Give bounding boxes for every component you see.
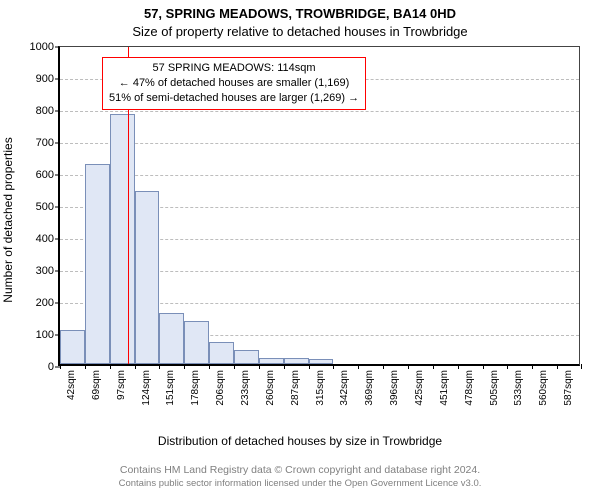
x-tick-label: 206sqm bbox=[215, 370, 226, 406]
y-tick-label: 1000 bbox=[30, 41, 54, 53]
y-tick-label: 300 bbox=[36, 265, 54, 277]
y-tick-mark bbox=[55, 143, 60, 144]
histogram-bar bbox=[135, 191, 160, 364]
histogram-bar bbox=[209, 342, 234, 364]
y-tick-label: 100 bbox=[36, 329, 54, 341]
x-tick-label: 178sqm bbox=[190, 370, 201, 406]
x-tick-label: 233sqm bbox=[240, 370, 251, 406]
x-tick-label: 287sqm bbox=[290, 370, 301, 406]
x-tick-mark bbox=[483, 364, 484, 369]
x-tick-label: 505sqm bbox=[489, 370, 500, 406]
x-tick-mark bbox=[259, 364, 260, 369]
y-tick-label: 600 bbox=[36, 169, 54, 181]
x-axis-label: Distribution of detached houses by size … bbox=[0, 434, 600, 448]
histogram-bar bbox=[85, 164, 110, 364]
x-tick-label: 124sqm bbox=[141, 370, 152, 406]
histogram-bar bbox=[159, 313, 184, 364]
y-tick-label: 200 bbox=[36, 297, 54, 309]
x-tick-mark bbox=[507, 364, 508, 369]
y-axis-label: Number of detached properties bbox=[1, 137, 15, 302]
chart-subtitle: Size of property relative to detached ho… bbox=[0, 24, 600, 39]
gridline bbox=[60, 111, 579, 112]
y-tick-mark bbox=[55, 111, 60, 112]
chart-title-line1: 57, SPRING MEADOWS, TROWBRIDGE, BA14 0HD bbox=[0, 6, 600, 21]
x-tick-mark bbox=[458, 364, 459, 369]
y-tick-label: 500 bbox=[36, 201, 54, 213]
y-tick-mark bbox=[55, 79, 60, 80]
x-tick-label: 315sqm bbox=[315, 370, 326, 406]
y-tick-label: 700 bbox=[36, 137, 54, 149]
x-tick-mark bbox=[358, 364, 359, 369]
x-tick-label: 97sqm bbox=[116, 370, 127, 400]
annotation-line3: 51% of semi-detached houses are larger (… bbox=[109, 91, 359, 106]
x-tick-mark bbox=[159, 364, 160, 369]
x-tick-label: 533sqm bbox=[513, 370, 524, 406]
y-tick-label: 900 bbox=[36, 73, 54, 85]
histogram-bar bbox=[234, 350, 259, 364]
y-tick-mark bbox=[55, 207, 60, 208]
x-tick-mark bbox=[184, 364, 185, 369]
histogram-bar bbox=[184, 321, 209, 364]
y-tick-mark bbox=[55, 239, 60, 240]
x-tick-label: 260sqm bbox=[265, 370, 276, 406]
x-tick-mark bbox=[581, 364, 582, 369]
x-tick-label: 451sqm bbox=[439, 370, 450, 406]
y-tick-label: 400 bbox=[36, 233, 54, 245]
x-tick-mark bbox=[209, 364, 210, 369]
x-tick-label: 478sqm bbox=[464, 370, 475, 406]
annotation-line2: ← 47% of detached houses are smaller (1,… bbox=[109, 76, 359, 91]
footer-line2: Contains public sector information licen… bbox=[10, 478, 590, 489]
x-tick-label: 342sqm bbox=[339, 370, 350, 406]
y-tick-label: 0 bbox=[48, 361, 54, 373]
x-tick-mark bbox=[408, 364, 409, 369]
x-tick-mark bbox=[532, 364, 533, 369]
x-tick-mark bbox=[383, 364, 384, 369]
y-tick-mark bbox=[55, 47, 60, 48]
chart-footer: Contains HM Land Registry data © Crown c… bbox=[0, 458, 600, 489]
x-tick-label: 69sqm bbox=[91, 370, 102, 400]
x-tick-mark bbox=[85, 364, 86, 369]
histogram-bar bbox=[309, 359, 334, 364]
annotation-line1: 57 SPRING MEADOWS: 114sqm bbox=[109, 61, 359, 76]
histogram-bar bbox=[284, 358, 309, 364]
y-tick-mark bbox=[55, 303, 60, 304]
y-tick-mark bbox=[55, 175, 60, 176]
annotation-box: 57 SPRING MEADOWS: 114sqm ← 47% of detac… bbox=[102, 57, 366, 110]
x-tick-mark bbox=[333, 364, 334, 369]
x-tick-mark bbox=[433, 364, 434, 369]
x-tick-mark bbox=[309, 364, 310, 369]
y-tick-mark bbox=[55, 271, 60, 272]
histogram-bar bbox=[259, 358, 284, 364]
x-tick-label: 587sqm bbox=[563, 370, 574, 406]
gridline bbox=[60, 143, 579, 144]
footer-line1: Contains HM Land Registry data © Crown c… bbox=[10, 464, 590, 476]
x-tick-label: 396sqm bbox=[389, 370, 400, 406]
x-tick-label: 425sqm bbox=[414, 370, 425, 406]
x-tick-mark bbox=[234, 364, 235, 369]
y-tick-label: 800 bbox=[36, 105, 54, 117]
x-tick-mark bbox=[284, 364, 285, 369]
x-tick-mark bbox=[557, 364, 558, 369]
gridline bbox=[60, 175, 579, 176]
x-tick-mark bbox=[110, 364, 111, 369]
x-tick-label: 369sqm bbox=[364, 370, 375, 406]
x-tick-label: 151sqm bbox=[165, 370, 176, 406]
x-tick-label: 42sqm bbox=[66, 370, 77, 400]
x-tick-mark bbox=[60, 364, 61, 369]
x-tick-label: 560sqm bbox=[538, 370, 549, 406]
histogram-bar bbox=[60, 330, 85, 364]
x-tick-mark bbox=[135, 364, 136, 369]
histogram-bar bbox=[110, 114, 135, 364]
plot-area: 0100200300400500600700800900100042sqm69s… bbox=[58, 46, 580, 366]
